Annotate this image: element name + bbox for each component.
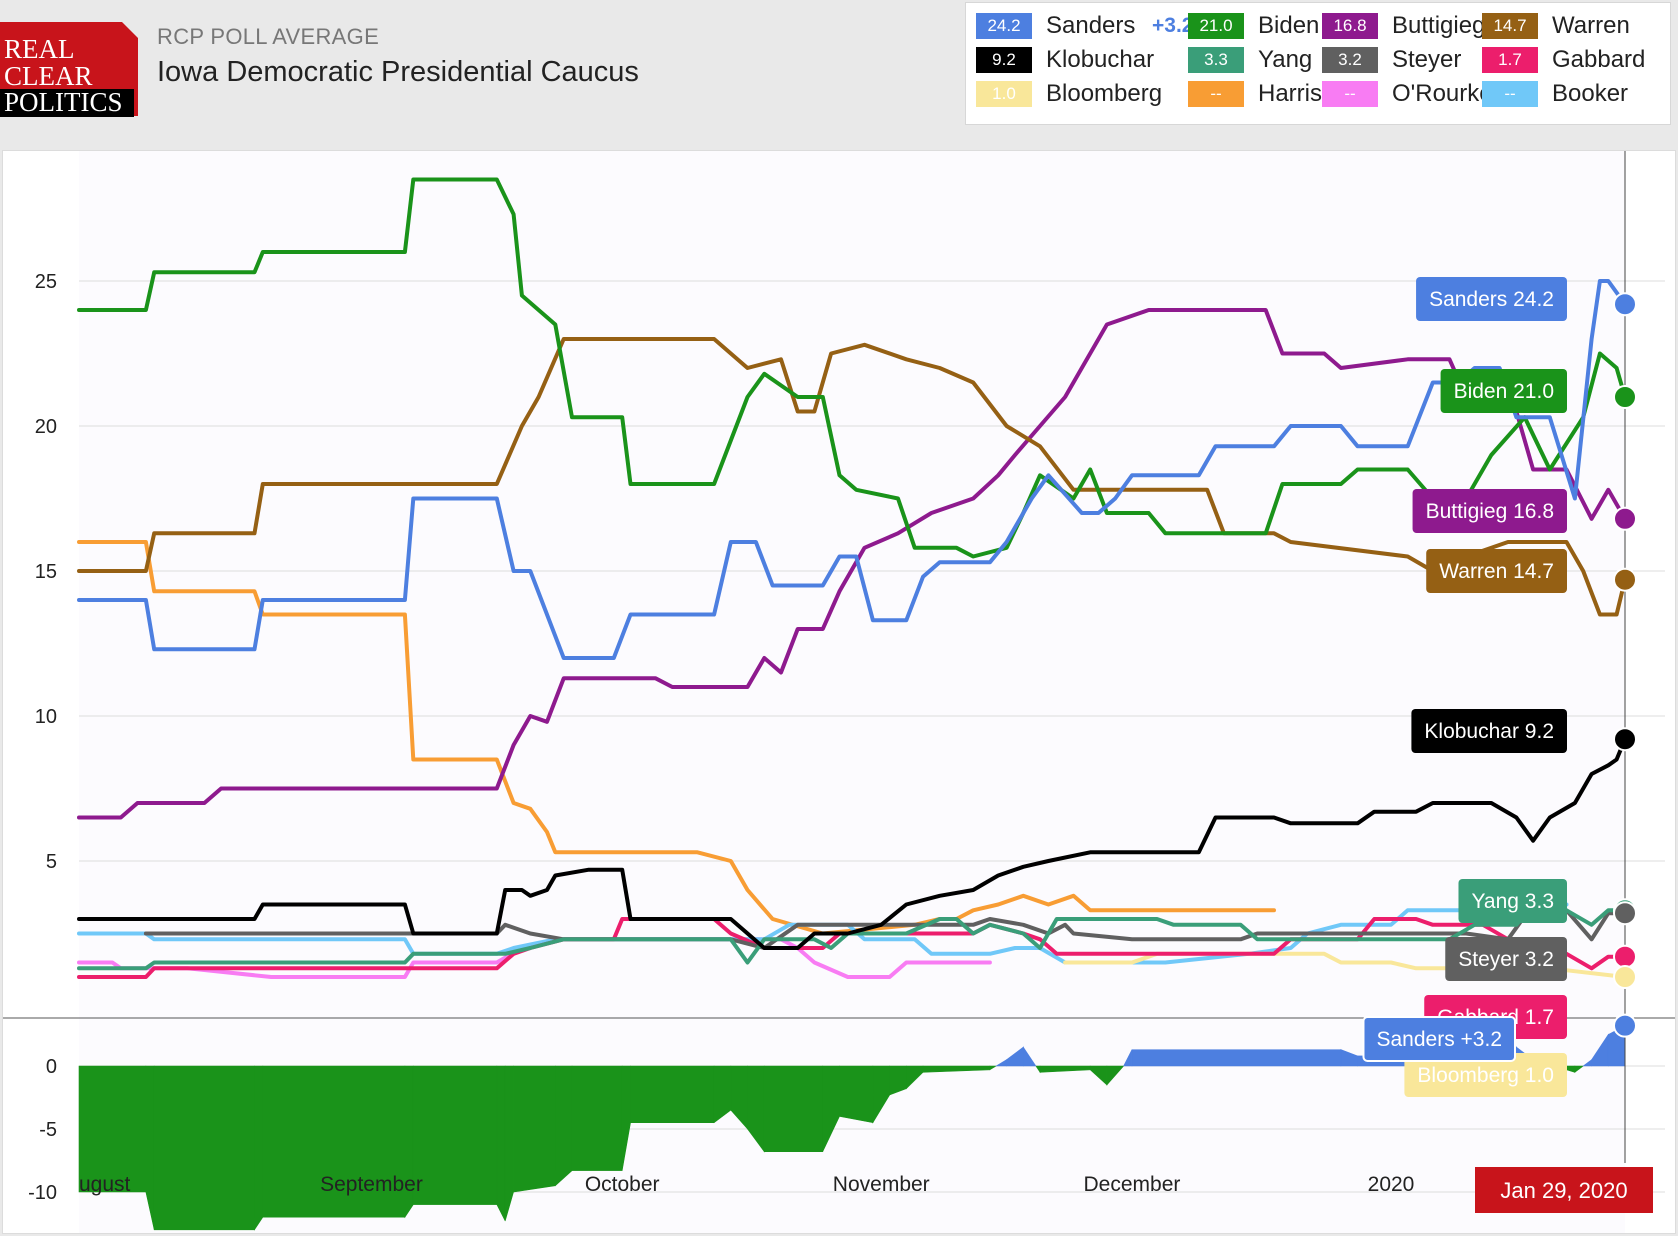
- end-label-steyer: Steyer 3.2: [1458, 948, 1554, 971]
- end-dot: [1613, 292, 1637, 317]
- legend-name: O'Rourke: [1392, 80, 1493, 107]
- logo-line-1: REAL: [4, 34, 75, 64]
- legend-value: 1.7: [1482, 47, 1538, 73]
- end-label-box-biden: [1440, 369, 1567, 413]
- spread-area-biden: [1106, 1065, 1125, 1086]
- spread-y-tick-label: 0: [46, 1056, 57, 1078]
- end-dot: [1613, 567, 1637, 592]
- y-tick-label: 25: [35, 271, 57, 293]
- spread-area-biden: [412, 1065, 498, 1205]
- end-label-warren: Warren 14.7: [1439, 560, 1554, 583]
- logo-line-3: POLITICS: [0, 89, 134, 117]
- spread-y-tick-label: -10: [28, 1182, 57, 1204]
- end-label-box-bloomberg: [1404, 1053, 1567, 1097]
- spread-area-biden: [989, 1065, 998, 1071]
- legend-name: Yang: [1258, 46, 1313, 73]
- end-label-yang: Yang 3.3: [1471, 890, 1554, 913]
- legend-value: 21.0: [1188, 13, 1244, 39]
- spread-y-tick-label: -5: [39, 1119, 57, 1141]
- spread-area-biden: [254, 1065, 264, 1231]
- x-tick-label: November: [833, 1173, 930, 1196]
- spread-area-biden: [1574, 1065, 1585, 1073]
- spread-area-biden: [839, 1065, 874, 1124]
- end-dot: [1613, 385, 1637, 409]
- x-tick-label: ugust: [79, 1173, 131, 1196]
- y-tick-label: 5: [46, 851, 57, 873]
- end-label-box-sanders: [1416, 277, 1567, 321]
- legend-name: Harris: [1258, 80, 1322, 107]
- spread-area-biden: [630, 1065, 715, 1124]
- end-label-box-klobuchar: [1411, 709, 1567, 753]
- end-dot: [1613, 727, 1637, 752]
- legend-value: 9.2: [976, 47, 1032, 73]
- legend-change: +3.2: [1152, 14, 1194, 37]
- spread-area-biden: [763, 1065, 824, 1152]
- end-label-biden: Biden 21.0: [1454, 380, 1554, 403]
- spread-area-biden: [571, 1065, 623, 1171]
- legend-name: Bloomberg: [1046, 80, 1163, 107]
- header: REAL CLEAR POLITICS RCP POLL AVERAGE Iow…: [0, 0, 1678, 150]
- end-dot: [1613, 506, 1637, 531]
- legend-value: 24.2: [976, 13, 1032, 39]
- legend: 24.2 Sanders +3.2 21.0 Biden 16.8 Buttigieg 14.…: [965, 2, 1671, 125]
- legend-name: Klobuchar: [1046, 46, 1155, 73]
- logo-corner: [122, 22, 138, 38]
- legend-value: 14.7: [1482, 13, 1538, 39]
- x-tick-label: October: [585, 1173, 660, 1196]
- end-dot: [1613, 944, 1637, 969]
- spread-area-biden: [496, 1065, 506, 1222]
- spread-area-biden: [153, 1065, 255, 1231]
- legend-value: --: [1188, 81, 1244, 107]
- legend-name: Warren: [1552, 12, 1630, 39]
- legend-name: Biden: [1258, 12, 1320, 39]
- legend-value: 3.2: [1322, 47, 1378, 73]
- series-line-buttigieg: [77, 308, 1627, 820]
- series-line-harris: [77, 540, 1276, 936]
- spread-area-biden: [513, 1065, 556, 1193]
- end-label-box-warren: [1426, 549, 1567, 593]
- legend-name: Sanders: [1046, 12, 1136, 39]
- end-label-box-buttigieg: [1412, 489, 1567, 533]
- legend-value: 3.3: [1188, 47, 1244, 73]
- end-dot: [1613, 901, 1637, 926]
- current-date-badge: [1475, 1167, 1653, 1213]
- end-label-box-steyer: [1445, 937, 1567, 981]
- rcp-logo[interactable]: REAL CLEAR POLITICS: [0, 22, 138, 117]
- kicker: RCP POLL AVERAGE: [157, 24, 380, 49]
- end-label-buttigieg: Buttigieg 16.8: [1426, 500, 1554, 523]
- end-label-klobuchar: Klobuchar 9.2: [1424, 720, 1554, 743]
- logo-line-2: CLEAR: [4, 61, 93, 91]
- page-title: Iowa Democratic Presidential Caucus: [157, 56, 639, 88]
- x-tick-label: 2020: [1368, 1173, 1415, 1196]
- x-tick-label: September: [320, 1173, 423, 1196]
- end-label-box-yang: [1458, 879, 1567, 923]
- legend-name: Steyer: [1392, 46, 1462, 73]
- spread-end-label: Sanders +3.2: [1376, 1028, 1502, 1051]
- legend-name: Booker: [1552, 80, 1629, 107]
- spread-area-sanders: [1131, 1049, 1342, 1067]
- legend-name: Gabbard: [1552, 46, 1646, 73]
- y-tick-label: 20: [35, 416, 57, 438]
- legend-value: --: [1322, 81, 1378, 107]
- spread-end-dot: [1613, 1013, 1637, 1038]
- y-tick-label: 15: [35, 561, 57, 583]
- series-line-yang: [77, 902, 1627, 971]
- end-label-bloomberg: Bloomberg 1.0: [1417, 1064, 1554, 1087]
- spread-area-sanders: [1023, 1046, 1037, 1067]
- spread-area-biden: [555, 1065, 573, 1187]
- legend-value: --: [1482, 81, 1538, 107]
- series-line-klobuchar: [77, 737, 1627, 950]
- legend-value: 16.8: [1322, 13, 1378, 39]
- y-tick-label: 10: [35, 706, 57, 728]
- end-dot: [1613, 965, 1637, 989]
- spread-end-label-box: [1362, 1016, 1516, 1062]
- current-date-label: Jan 29, 2020: [1500, 1178, 1627, 1203]
- x-tick-label: December: [1084, 1173, 1181, 1196]
- legend-name: Buttigieg: [1392, 12, 1486, 39]
- end-label-sanders: Sanders 24.2: [1429, 288, 1554, 311]
- legend-value: 1.0: [976, 81, 1032, 107]
